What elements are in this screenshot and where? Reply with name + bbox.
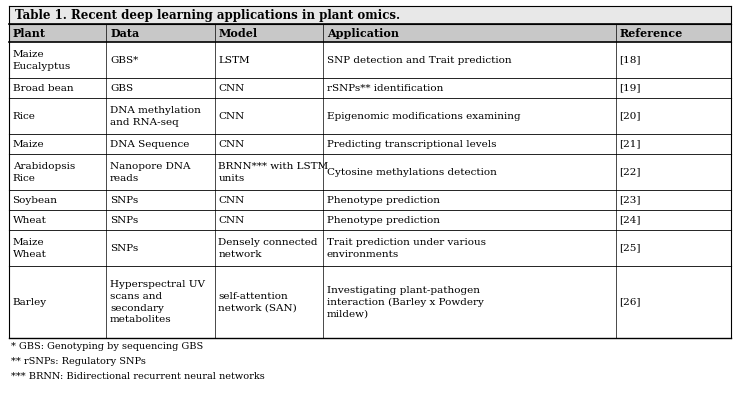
Text: SNPs: SNPs xyxy=(110,243,138,253)
Text: GBS*: GBS* xyxy=(110,56,138,65)
Text: Predicting transcriptional levels: Predicting transcriptional levels xyxy=(327,140,497,149)
Text: [24]: [24] xyxy=(619,215,641,225)
Bar xyxy=(9,210,731,230)
Bar xyxy=(9,134,731,154)
Bar xyxy=(9,98,731,134)
Text: [21]: [21] xyxy=(619,140,641,149)
Bar xyxy=(9,266,731,338)
Text: [26]: [26] xyxy=(619,298,641,307)
Text: rSNPs** identification: rSNPs** identification xyxy=(327,84,443,93)
Text: Phenotype prediction: Phenotype prediction xyxy=(327,196,440,205)
Text: Reference: Reference xyxy=(619,28,682,39)
Text: SNPs: SNPs xyxy=(110,196,138,205)
Bar xyxy=(9,190,731,210)
Text: [22]: [22] xyxy=(619,168,641,177)
Text: Barley: Barley xyxy=(13,298,47,307)
Text: Investigating plant-pathogen
interaction (Barley x Powdery
mildew): Investigating plant-pathogen interaction… xyxy=(327,286,484,318)
Bar xyxy=(9,24,731,42)
Text: Cytosine methylations detection: Cytosine methylations detection xyxy=(327,168,497,177)
Text: Arabidopsis
Rice: Arabidopsis Rice xyxy=(13,162,75,183)
Text: ** rSNPs: Regulatory SNPs: ** rSNPs: Regulatory SNPs xyxy=(11,357,146,366)
Text: Hyperspectral UV
scans and
secondary
metabolites: Hyperspectral UV scans and secondary met… xyxy=(110,280,205,324)
Text: CNN: CNN xyxy=(218,112,245,121)
Text: Wheat: Wheat xyxy=(13,215,47,225)
Text: Maize: Maize xyxy=(13,140,44,149)
Text: Soybean: Soybean xyxy=(13,196,58,205)
Text: CNN: CNN xyxy=(218,215,245,225)
Bar xyxy=(9,6,731,24)
Text: CNN: CNN xyxy=(218,84,245,93)
Text: Phenotype prediction: Phenotype prediction xyxy=(327,215,440,225)
Text: Maize
Eucalyptus: Maize Eucalyptus xyxy=(13,50,71,70)
Text: Trait prediction under various
environments: Trait prediction under various environme… xyxy=(327,238,485,259)
Text: BRNN*** with LSTM
units: BRNN*** with LSTM units xyxy=(218,162,329,183)
Text: *** BRNN: Bidirectional recurrent neural networks: *** BRNN: Bidirectional recurrent neural… xyxy=(11,372,265,381)
Text: Model: Model xyxy=(218,28,258,39)
Text: [20]: [20] xyxy=(619,112,641,121)
Text: DNA Sequence: DNA Sequence xyxy=(110,140,189,149)
Bar xyxy=(9,42,731,78)
Text: Nanopore DNA
reads: Nanopore DNA reads xyxy=(110,162,191,183)
Text: [25]: [25] xyxy=(619,243,641,253)
Text: GBS: GBS xyxy=(110,84,133,93)
Text: Rice: Rice xyxy=(13,112,36,121)
Text: DNA methylation
and RNA-seq: DNA methylation and RNA-seq xyxy=(110,106,201,126)
Text: [18]: [18] xyxy=(619,56,641,65)
Text: self-attention
network (SAN): self-attention network (SAN) xyxy=(218,292,297,313)
Text: Epigenomic modifications examining: Epigenomic modifications examining xyxy=(327,112,520,121)
Text: [23]: [23] xyxy=(619,196,641,205)
Text: SNP detection and Trait prediction: SNP detection and Trait prediction xyxy=(327,56,511,65)
Text: [19]: [19] xyxy=(619,84,641,93)
Text: Maize
Wheat: Maize Wheat xyxy=(13,238,47,259)
Text: SNPs: SNPs xyxy=(110,215,138,225)
Text: Broad bean: Broad bean xyxy=(13,84,73,93)
Bar xyxy=(9,230,731,266)
Text: Data: Data xyxy=(110,28,139,39)
Text: Densely connected
network: Densely connected network xyxy=(218,238,318,259)
Bar xyxy=(9,78,731,98)
Text: Application: Application xyxy=(327,28,399,39)
Text: CNN: CNN xyxy=(218,140,245,149)
Text: * GBS: Genotyping by sequencing GBS: * GBS: Genotyping by sequencing GBS xyxy=(11,342,204,351)
Text: LSTM: LSTM xyxy=(218,56,250,65)
Text: Table 1. Recent deep learning applications in plant omics.: Table 1. Recent deep learning applicatio… xyxy=(15,9,400,22)
Text: Plant: Plant xyxy=(13,28,46,39)
Bar xyxy=(9,154,731,190)
Text: CNN: CNN xyxy=(218,196,245,205)
